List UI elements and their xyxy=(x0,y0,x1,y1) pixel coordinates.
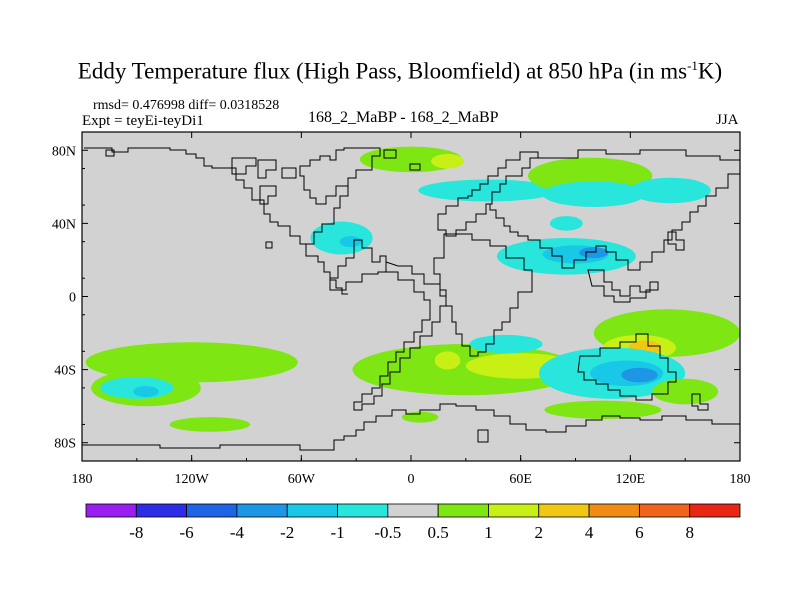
experiment-label: Expt = teyEi-teyDi1 xyxy=(82,113,204,129)
x-tick-label: 120E xyxy=(616,472,646,487)
colorbar-swatch-9 xyxy=(538,503,590,518)
contour-region-1 xyxy=(431,153,465,169)
colorbar-swatch-5 xyxy=(337,503,389,518)
coastline-japan xyxy=(667,231,685,251)
coastline-asia xyxy=(489,149,740,271)
colorbar-label: -6 xyxy=(180,523,194,542)
colorbar-swatch-8 xyxy=(488,503,540,518)
colorbar-swatch-6 xyxy=(387,503,439,518)
colorbar-swatch-4 xyxy=(286,503,338,518)
coastline-africa xyxy=(433,233,533,357)
coastline-australia xyxy=(577,333,677,401)
y-tick-label: 40S xyxy=(54,364,76,379)
x-tick-label: 180 xyxy=(72,472,93,487)
colorbar-swatch-2 xyxy=(186,503,238,518)
colorbar-label: 6 xyxy=(635,523,644,542)
contour-region-18 xyxy=(133,386,159,398)
x-axis: 180 120W 60W 0 60E 120E 180 xyxy=(72,132,751,487)
colorbar: -8 -6 -4 -2 -1 -0.5 0.5 1 2 4 6 8 xyxy=(85,503,741,542)
x-tick-label: 120W xyxy=(175,472,210,487)
colorbar-swatch-3 xyxy=(236,503,288,518)
y-axis: 80N 40N 0 40S 80S xyxy=(52,131,740,462)
contour-region-5 xyxy=(630,177,711,204)
colorbar-label: -4 xyxy=(230,523,245,542)
coastline-new-zealand xyxy=(691,393,709,411)
colorbar-label: 4 xyxy=(585,523,594,542)
coastline-europe xyxy=(437,151,539,237)
x-tick-label: 60E xyxy=(509,472,532,487)
contour-region-26 xyxy=(652,378,719,405)
y-tick-label: 40N xyxy=(52,217,76,232)
contour-region-25 xyxy=(621,367,658,383)
contour-fields xyxy=(85,146,740,432)
colorbar-label: 0.5 xyxy=(428,523,449,542)
colorbar-label: -8 xyxy=(129,523,143,542)
contour-region-7 xyxy=(310,221,373,255)
y-tick-label: 0 xyxy=(69,291,76,306)
colorbar-swatch-11 xyxy=(638,503,691,518)
contour-region-6 xyxy=(549,216,583,231)
coastline-east-america xyxy=(306,186,349,245)
coastline-islands xyxy=(105,149,489,443)
coastline-southeast-asia xyxy=(587,269,659,303)
coastline-antarctica xyxy=(82,403,740,451)
colorbar-swatch-10 xyxy=(588,503,640,518)
x-tick-label: 180 xyxy=(730,472,751,487)
contour-region-27 xyxy=(169,417,251,432)
colorbar-label: 1 xyxy=(484,523,493,542)
stats-label: rmsd= 0.476998 diff= 0.0318528 xyxy=(93,98,280,113)
colorbar-swatch-7 xyxy=(437,503,489,518)
contour-region-8 xyxy=(339,236,362,248)
colorbar-label: 8 xyxy=(685,523,694,542)
coastline-greenland xyxy=(299,147,381,205)
contour-region-11 xyxy=(579,247,609,259)
colorbar-swatch-0 xyxy=(85,503,137,518)
chart-title: Eddy Temperature flux (High Pass, Bloomf… xyxy=(0,58,800,85)
title-main: Eddy Temperature flux (High Pass, Bloomf… xyxy=(77,58,688,84)
coastline-arctic-islands xyxy=(231,157,297,205)
y-tick-label: 80S xyxy=(54,437,76,452)
title-tail: K) xyxy=(697,58,723,84)
title-superscript: -1 xyxy=(687,58,698,73)
contour-region-22 xyxy=(469,334,543,354)
colorbar-label: 2 xyxy=(535,523,544,542)
colorbar-label: -2 xyxy=(280,523,294,542)
x-tick-label: 60W xyxy=(288,472,316,487)
coastlines xyxy=(82,147,740,451)
run-label: 168_2_MaBP - 168_2_MaBP xyxy=(308,109,499,126)
colorbar-label: -1 xyxy=(330,523,344,542)
contour-region-21 xyxy=(434,351,461,370)
colorbar-swatch-1 xyxy=(135,503,188,518)
coastline-south-america xyxy=(329,239,447,411)
x-tick-label: 0 xyxy=(408,472,415,487)
coastline-north-america xyxy=(84,147,348,295)
contour-region-4 xyxy=(542,181,645,207)
y-tick-label: 80N xyxy=(52,144,76,159)
colorbar-swatch-12 xyxy=(689,503,741,518)
contour-region-2 xyxy=(418,179,558,202)
season-label: JJA xyxy=(716,112,739,128)
contour-region-29 xyxy=(544,400,662,419)
colorbar-label: -0.5 xyxy=(374,523,401,542)
